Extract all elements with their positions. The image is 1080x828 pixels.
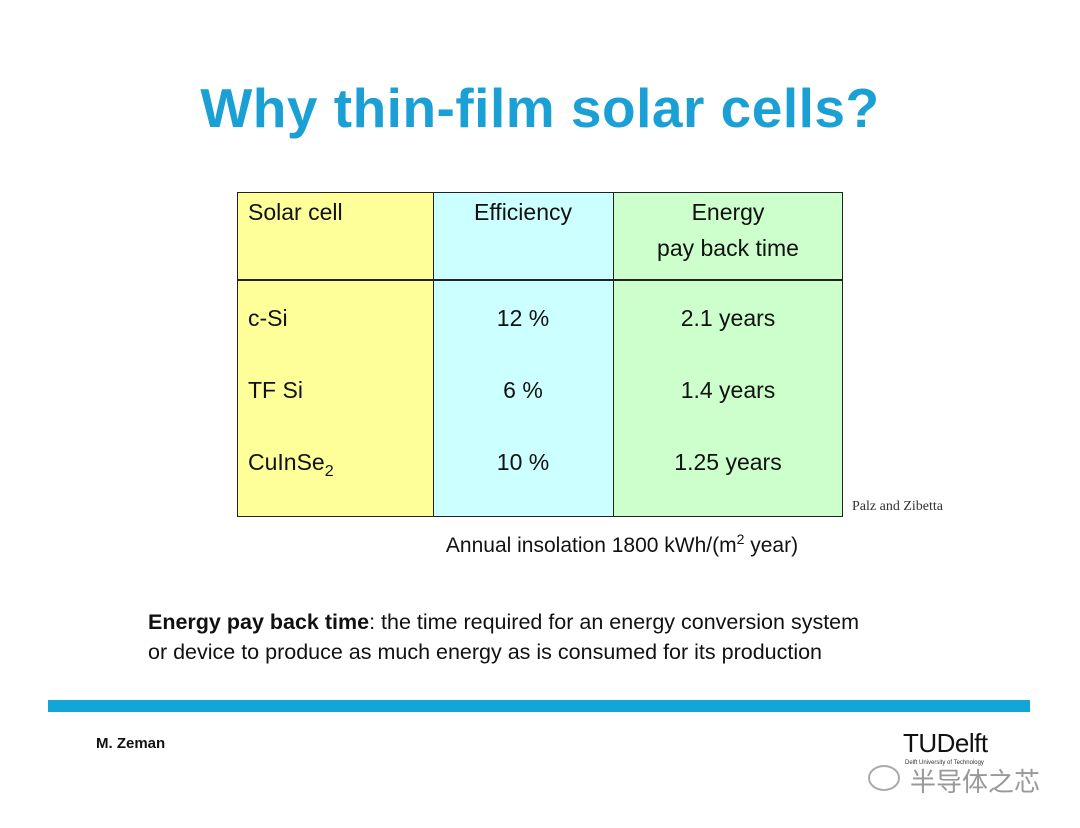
insolation-note: Annual insolation 1800 kWh/(m2 year) [0,531,1080,558]
logo-subtitle: Delft University of Technology [905,760,984,766]
source: Palz and Zibetta [852,499,943,514]
column-bg [613,192,843,517]
logo: TUDelft [903,728,988,758]
watermark-icon [868,765,900,791]
header-rule [237,279,843,281]
cell: CuInSe2 [248,444,428,480]
watermark: 半导体之芯 [910,767,1041,797]
superscript: 2 [736,531,745,547]
cell: 6 % [503,377,543,403]
column-bg [237,192,435,517]
cell: 2.1 years [680,305,776,331]
cell: 1.4 years [680,377,776,403]
subscript: 2 [324,463,334,480]
definition-line: or device to produce as much energy as i… [148,640,823,664]
cell-text: CuInSe [248,449,325,475]
header-cell: pay back time [657,235,799,261]
definition-line: Energy pay back time: the time required … [148,607,859,637]
header-cell: Energy [691,199,765,225]
author: M. Zeman [96,735,166,752]
text: Annual insolation 1800 kWh/(m [445,534,737,557]
divider-bar [48,700,1030,712]
cell: TF Si [248,372,428,408]
term: Energy pay back time [148,610,370,634]
slide-title: Why thin-film solar cells? [200,77,880,139]
cell: 1.25 years [674,449,782,475]
cell: 12 % [496,305,550,331]
cell: 10 % [496,449,550,475]
header-cell: Solar cell [248,199,343,225]
column-bg [433,192,615,517]
text: : the time required for an energy conver… [369,610,860,634]
cell-text: c-Si [248,305,288,331]
cell-text: TF Si [248,377,303,403]
text: year) [744,534,799,557]
definition: Energy pay back time: the time required … [148,607,859,667]
cell: c-Si [248,300,428,336]
header-cell: Efficiency [473,199,572,225]
